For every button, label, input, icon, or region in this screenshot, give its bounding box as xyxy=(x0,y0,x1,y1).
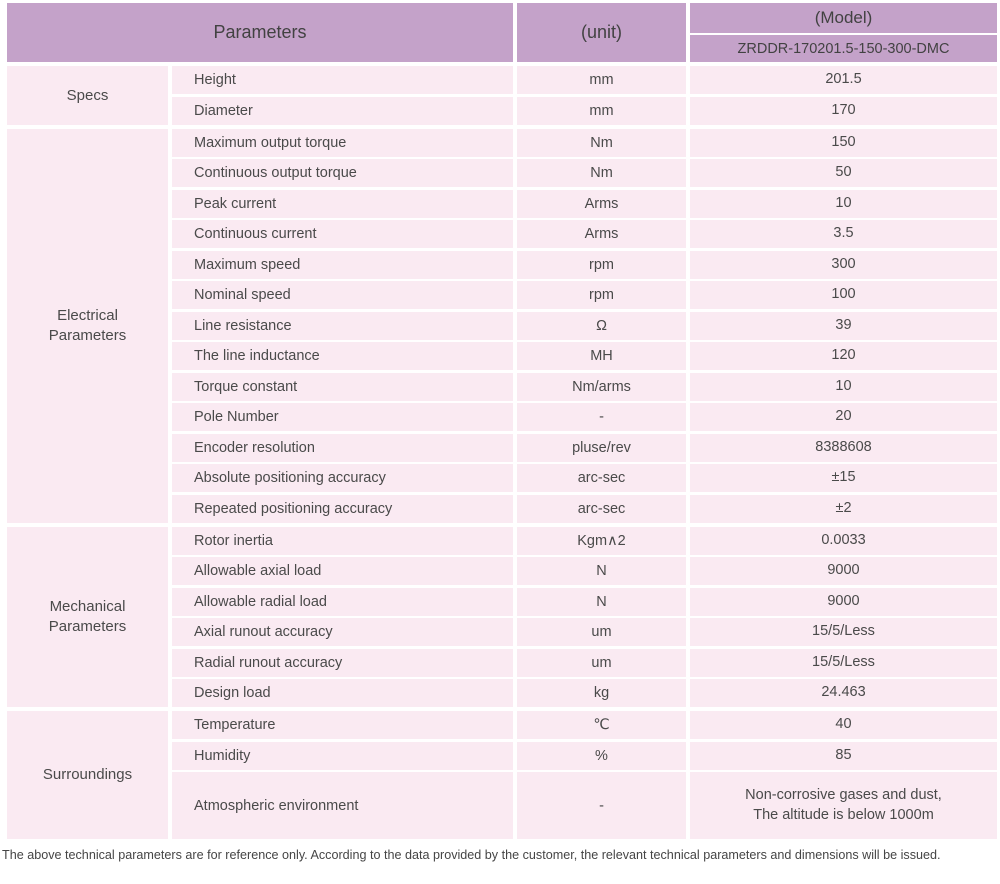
param-cell: Design load xyxy=(172,679,513,707)
value-cell: 39 xyxy=(690,311,997,340)
section-label-mechanical: Mechanical Parameters xyxy=(7,526,168,707)
value-cell: 300 xyxy=(690,250,997,279)
value-cell: 9000 xyxy=(690,587,997,616)
param-cell: Continuous current xyxy=(172,220,513,248)
param-cell: Rotor inertia xyxy=(172,526,513,555)
unit-cell: rpm xyxy=(517,281,686,309)
unit-cell: Ω xyxy=(517,311,686,340)
value-cell: 170 xyxy=(690,96,997,125)
param-cell: Allowable axial load xyxy=(172,557,513,585)
param-cell: Maximum output torque xyxy=(172,128,513,157)
section-label-specs: Specs xyxy=(7,66,168,125)
unit-cell: - xyxy=(517,403,686,431)
unit-cell: Arms xyxy=(517,220,686,248)
param-cell: Diameter xyxy=(172,96,513,125)
value-cell: 100 xyxy=(690,281,997,309)
section-mechanical-parameters: Mechanical Parameters Rotor inertia Kgm∧… xyxy=(7,526,997,707)
unit-cell: Nm/arms xyxy=(517,372,686,401)
param-cell: Allowable radial load xyxy=(172,587,513,616)
unit-cell: rpm xyxy=(517,250,686,279)
value-cell: 10 xyxy=(690,372,997,401)
value-cell: 150 xyxy=(690,128,997,157)
value-cell: Non-corrosive gases and dust, The altitu… xyxy=(690,772,997,839)
param-cell: Line resistance xyxy=(172,311,513,340)
unit-cell: - xyxy=(517,772,686,839)
footer-note: The above technical parameters are for r… xyxy=(2,848,941,862)
parameters-header-cell: Parameters xyxy=(7,3,513,62)
param-cell: Humidity xyxy=(172,741,513,770)
unit-cell: ℃ xyxy=(517,711,686,739)
section-specs: Specs Height mm 201.5 Diameter mm 170 xyxy=(7,66,997,125)
value-cell: ±15 xyxy=(690,464,997,492)
param-cell: Temperature xyxy=(172,711,513,739)
unit-header-cell: (unit) xyxy=(517,3,686,62)
param-cell: The line inductance xyxy=(172,342,513,370)
param-cell: Nominal speed xyxy=(172,281,513,309)
param-cell: Torque constant xyxy=(172,372,513,401)
parameters-header-label: Parameters xyxy=(213,22,307,42)
unit-cell: Kgm∧2 xyxy=(517,526,686,555)
unit-header-label: (unit) xyxy=(580,22,622,42)
unit-cell: um xyxy=(517,648,686,677)
param-cell: Height xyxy=(172,66,513,94)
value-cell: 201.5 xyxy=(690,66,997,94)
value-cell: 50 xyxy=(690,159,997,187)
unit-cell: mm xyxy=(517,96,686,125)
section-label-electrical: Electrical Parameters xyxy=(7,128,168,523)
model-header-cell: (Model) ZRDDR-170201.5-150-300-DMC xyxy=(690,3,997,62)
value-cell: 20 xyxy=(690,403,997,431)
section-electrical-parameters: Electrical Parameters Maximum output tor… xyxy=(7,128,997,523)
unit-cell: arc-sec xyxy=(517,494,686,523)
section-surroundings: Surroundings Temperature ℃ 40 Humidity %… xyxy=(7,711,997,839)
param-cell: Repeated positioning accuracy xyxy=(172,494,513,523)
param-cell: Encoder resolution xyxy=(172,433,513,462)
value-cell: 10 xyxy=(690,189,997,218)
unit-cell: Nm xyxy=(517,128,686,157)
unit-cell: Nm xyxy=(517,159,686,187)
model-header-label: (Model) xyxy=(690,3,997,33)
param-cell: Pole Number xyxy=(172,403,513,431)
value-cell: 3.5 xyxy=(690,220,997,248)
unit-cell: arc-sec xyxy=(517,464,686,492)
unit-cell: um xyxy=(517,618,686,646)
table-header-row: Parameters (unit) (Model) ZRDDR-170201.5… xyxy=(7,3,997,62)
unit-cell: N xyxy=(517,587,686,616)
value-cell: 8388608 xyxy=(690,433,997,462)
model-number: ZRDDR-170201.5-150-300-DMC xyxy=(690,35,997,62)
unit-cell: kg xyxy=(517,679,686,707)
unit-cell: mm xyxy=(517,66,686,94)
param-cell: Radial runout accuracy xyxy=(172,648,513,677)
param-cell: Peak current xyxy=(172,189,513,218)
value-cell: ±2 xyxy=(690,494,997,523)
param-cell: Absolute positioning accuracy xyxy=(172,464,513,492)
param-cell: Maximum speed xyxy=(172,250,513,279)
param-cell: Axial runout accuracy xyxy=(172,618,513,646)
unit-cell: MH xyxy=(517,342,686,370)
value-cell: 40 xyxy=(690,711,997,739)
section-label-surroundings: Surroundings xyxy=(7,711,168,839)
value-cell: 24.463 xyxy=(690,679,997,707)
unit-cell: N xyxy=(517,557,686,585)
param-cell: Continuous output torque xyxy=(172,159,513,187)
unit-cell: Arms xyxy=(517,189,686,218)
param-cell: Atmospheric environment xyxy=(172,772,513,839)
value-cell: 9000 xyxy=(690,557,997,585)
value-cell: 120 xyxy=(690,342,997,370)
parameters-table: Parameters (unit) (Model) ZRDDR-170201.5… xyxy=(7,3,997,839)
value-cell: 15/5/Less xyxy=(690,618,997,646)
value-cell: 85 xyxy=(690,741,997,770)
unit-cell: % xyxy=(517,741,686,770)
value-cell: 15/5/Less xyxy=(690,648,997,677)
unit-cell: pluse/rev xyxy=(517,433,686,462)
value-cell: 0.0033 xyxy=(690,526,997,555)
